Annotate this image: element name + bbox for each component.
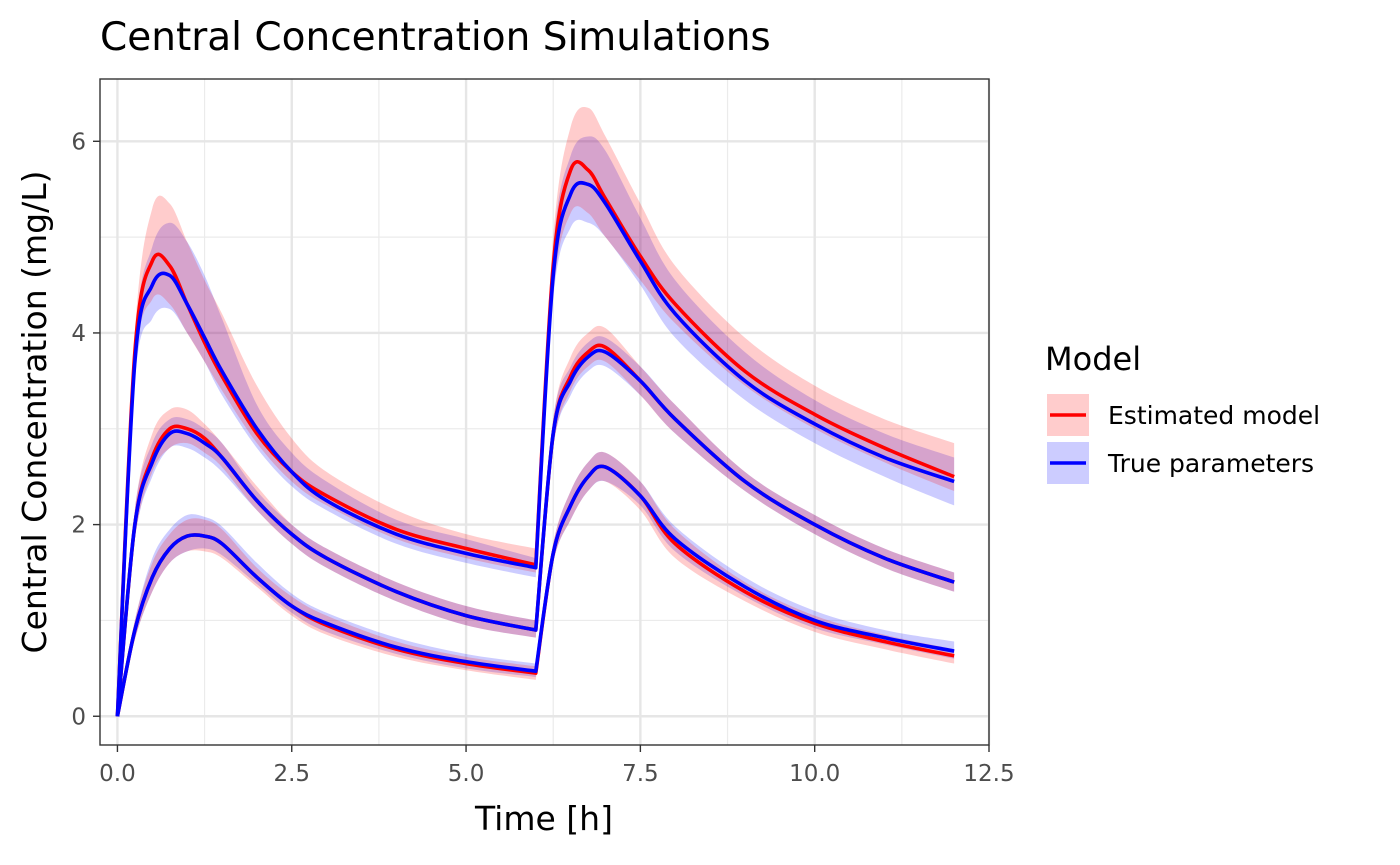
ribbon-middle-estimated	[117, 325, 955, 717]
panel-border	[99, 78, 990, 746]
x-tick-label: 12.5	[963, 761, 1014, 787]
line-upper-true	[115, 180, 955, 717]
x-tick-label: 7.5	[622, 761, 659, 787]
legend-item: True parameters	[1047, 442, 1314, 484]
y-axis: 0 2 4 6	[71, 129, 100, 730]
x-tick-label: 5.0	[448, 761, 485, 787]
y-tick-label: 4	[71, 321, 86, 347]
ribbon-upper-true	[117, 136, 955, 717]
y-tick-label: 0	[71, 704, 86, 730]
legend: Model Estimated model True parameters	[1045, 340, 1320, 484]
x-axis-title: Time [h]	[474, 799, 613, 838]
x-tick-label: 2.5	[273, 761, 310, 787]
y-tick-label: 6	[71, 129, 86, 155]
chart-title: Central Concentration Simulations	[100, 15, 771, 60]
y-tick-label: 2	[71, 513, 86, 539]
legend-item: Estimated model	[1047, 394, 1320, 436]
plot-panel	[99, 78, 991, 746]
legend-title: Model	[1045, 340, 1141, 378]
ribbon-upper-estimated	[117, 107, 955, 717]
x-axis: 0.0 2.5 5.0 7.5 10.0 12.5	[99, 745, 1015, 787]
x-tick-label: 0.0	[99, 761, 136, 787]
line-upper-estimated	[115, 159, 955, 717]
legend-label: True parameters	[1107, 449, 1314, 478]
line-lower-true	[115, 464, 955, 717]
line-middle-true	[115, 348, 955, 717]
legend-label: Estimated model	[1108, 401, 1320, 430]
x-tick-label: 10.0	[789, 761, 840, 787]
series-lines	[115, 159, 955, 717]
y-axis-title: Central Concentration (mg/L)	[15, 171, 54, 654]
